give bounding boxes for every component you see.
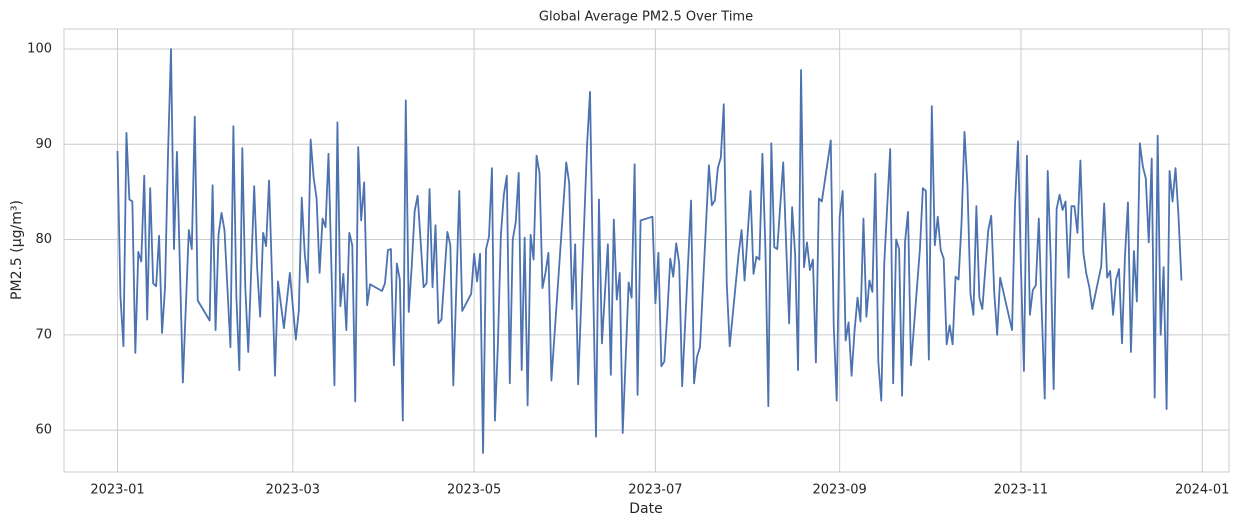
x-tick-label: 2023-05	[447, 483, 501, 498]
y-tick-label: 60	[35, 423, 52, 438]
x-axis-label: Date	[629, 501, 662, 517]
chart-title: Global Average PM2.5 Over Time	[539, 10, 753, 25]
x-tick-label: 2023-11	[994, 483, 1048, 498]
plot-frame	[63, 28, 1230, 473]
x-tick-label: 2024-01	[1175, 483, 1229, 498]
x-tick-label: 2023-09	[813, 483, 867, 498]
x-tick-label: 2023-07	[628, 483, 682, 498]
y-tick-label: 100	[27, 42, 52, 57]
x-tick-label: 2023-01	[90, 483, 144, 498]
y-tick-label: 90	[35, 137, 52, 152]
x-tick-label: 2023-03	[266, 483, 320, 498]
data-line	[116, 48, 1183, 454]
y-tick-label: 80	[35, 232, 52, 247]
y-tick-label: 70	[35, 327, 52, 342]
y-axis-label: PM2.5 (µg/m³)	[9, 200, 25, 300]
